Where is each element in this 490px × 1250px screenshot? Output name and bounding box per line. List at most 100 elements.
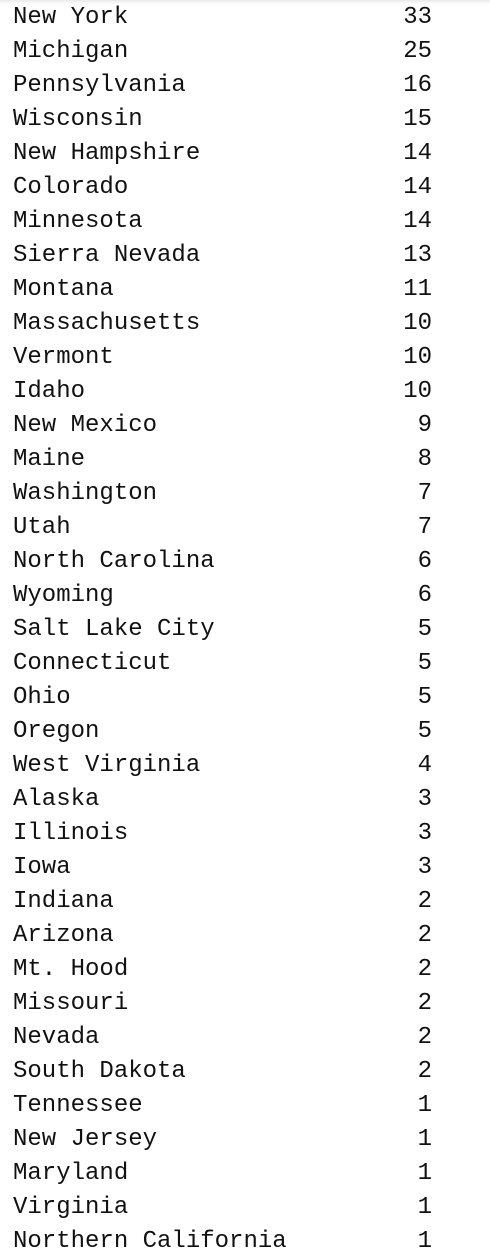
list-item: Arizona 2 bbox=[0, 918, 490, 952]
location-name: Vermont bbox=[13, 344, 114, 371]
list-item: North Carolina 6 bbox=[0, 544, 490, 578]
location-count: 15 bbox=[403, 106, 432, 133]
location-count: 2 bbox=[417, 990, 432, 1017]
list-item: Massachusetts 10 bbox=[0, 306, 490, 340]
location-name: Montana bbox=[13, 276, 114, 303]
list-item: New Hampshire 14 bbox=[0, 136, 490, 170]
location-name: Sierra Nevada bbox=[13, 242, 201, 269]
location-count: 14 bbox=[403, 174, 432, 201]
location-name: Wyoming bbox=[13, 582, 114, 609]
location-count: 2 bbox=[417, 956, 432, 983]
location-count: 10 bbox=[403, 310, 432, 337]
location-count: 8 bbox=[417, 446, 432, 473]
location-count: 16 bbox=[403, 72, 432, 99]
location-name: Pennsylvania bbox=[13, 72, 186, 99]
location-name: South Dakota bbox=[13, 1058, 186, 1085]
list-item: Mt. Hood 2 bbox=[0, 952, 490, 986]
list-item: Oregon 5 bbox=[0, 714, 490, 748]
list-item: Alaska 3 bbox=[0, 782, 490, 816]
location-name: Maryland bbox=[13, 1160, 129, 1187]
location-name: Tennessee bbox=[13, 1092, 143, 1119]
list-item: Michigan 25 bbox=[0, 34, 490, 68]
location-name: Indiana bbox=[13, 888, 114, 915]
location-count: 4 bbox=[417, 752, 432, 779]
location-count: 14 bbox=[403, 140, 432, 167]
list-item: Vermont 10 bbox=[0, 340, 490, 374]
location-name: Oregon bbox=[13, 718, 100, 745]
location-name: Minnesota bbox=[13, 208, 143, 235]
list-item: Idaho 10 bbox=[0, 374, 490, 408]
location-count: 5 bbox=[417, 684, 432, 711]
location-name: North Carolina bbox=[13, 548, 215, 575]
location-name: New Hampshire bbox=[13, 140, 201, 167]
location-name: Arizona bbox=[13, 922, 114, 949]
list-item: New Jersey 1 bbox=[0, 1122, 490, 1156]
list-item: Utah 7 bbox=[0, 510, 490, 544]
location-name: Illinois bbox=[13, 820, 129, 847]
list-item: Wyoming 6 bbox=[0, 578, 490, 612]
location-count: 7 bbox=[417, 514, 432, 541]
location-name: West Virginia bbox=[13, 752, 201, 779]
location-name: Wisconsin bbox=[13, 106, 143, 133]
list-item: Maryland 1 bbox=[0, 1156, 490, 1190]
location-count: 3 bbox=[417, 854, 432, 881]
location-name: Mt. Hood bbox=[13, 956, 129, 983]
location-count: 5 bbox=[417, 616, 432, 643]
list-item: Northern California 1 bbox=[0, 1224, 490, 1250]
list-item: New York 33 bbox=[0, 0, 490, 34]
location-name: Washington bbox=[13, 480, 158, 507]
list-item: Wisconsin 15 bbox=[0, 102, 490, 136]
location-name: Massachusetts bbox=[13, 310, 201, 337]
list-item: Pennsylvania 16 bbox=[0, 68, 490, 102]
location-count: 2 bbox=[417, 922, 432, 949]
location-count: 5 bbox=[417, 650, 432, 677]
list-item: Connecticut 5 bbox=[0, 646, 490, 680]
list-item: Colorado 14 bbox=[0, 170, 490, 204]
list-item: South Dakota 2 bbox=[0, 1054, 490, 1088]
location-count: 33 bbox=[403, 4, 432, 31]
location-name: Idaho bbox=[13, 378, 86, 405]
list-item: Sierra Nevada 13 bbox=[0, 238, 490, 272]
location-name: New Jersey bbox=[13, 1126, 158, 1153]
location-count: 25 bbox=[403, 38, 432, 65]
location-name: Northern California bbox=[13, 1228, 287, 1250]
location-name: Colorado bbox=[13, 174, 129, 201]
list-item: New Mexico 9 bbox=[0, 408, 490, 442]
location-count: 2 bbox=[417, 888, 432, 915]
location-count: 6 bbox=[417, 548, 432, 575]
location-count: 1 bbox=[417, 1092, 432, 1119]
list-item: Washington 7 bbox=[0, 476, 490, 510]
location-count: 7 bbox=[417, 480, 432, 507]
location-count: 9 bbox=[417, 412, 432, 439]
location-name: Michigan bbox=[13, 38, 129, 65]
list-item: West Virginia 4 bbox=[0, 748, 490, 782]
list-item: Illinois 3 bbox=[0, 816, 490, 850]
location-name: Nevada bbox=[13, 1024, 100, 1051]
location-count: 3 bbox=[417, 786, 432, 813]
location-count: 3 bbox=[417, 820, 432, 847]
location-count: 2 bbox=[417, 1024, 432, 1051]
location-count: 1 bbox=[417, 1194, 432, 1221]
location-name: Virginia bbox=[13, 1194, 129, 1221]
list-item: Indiana 2 bbox=[0, 884, 490, 918]
location-count: 6 bbox=[417, 582, 432, 609]
location-count: 10 bbox=[403, 378, 432, 405]
scroll-shadow bbox=[0, 0, 490, 4]
list-item: Virginia 1 bbox=[0, 1190, 490, 1224]
list-item: Minnesota 14 bbox=[0, 204, 490, 238]
list-item: Ohio 5 bbox=[0, 680, 490, 714]
list-item: Maine 8 bbox=[0, 442, 490, 476]
location-count: 1 bbox=[417, 1126, 432, 1153]
location-count: 13 bbox=[403, 242, 432, 269]
location-count: 10 bbox=[403, 344, 432, 371]
location-count: 5 bbox=[417, 718, 432, 745]
location-name: Salt Lake City bbox=[13, 616, 215, 643]
location-count: 14 bbox=[403, 208, 432, 235]
location-name: New York bbox=[13, 4, 129, 31]
list-item: Montana 11 bbox=[0, 272, 490, 306]
location-count: 11 bbox=[403, 276, 432, 303]
location-name: Missouri bbox=[13, 990, 129, 1017]
location-count: 2 bbox=[417, 1058, 432, 1085]
